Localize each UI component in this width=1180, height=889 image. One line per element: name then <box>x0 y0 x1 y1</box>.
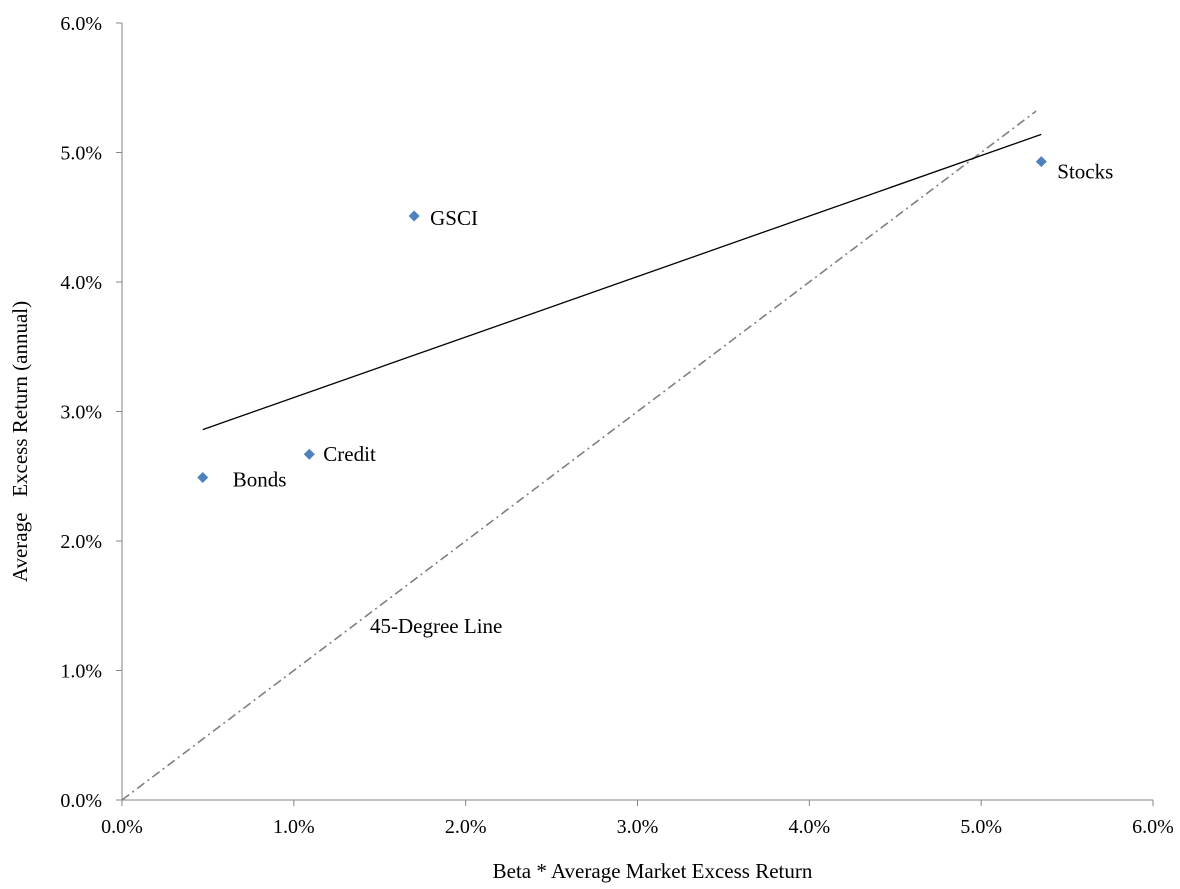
data-point-label: Stocks <box>1057 160 1113 184</box>
data-point-marker <box>303 448 315 460</box>
y-tick-label: 1.0% <box>60 661 102 683</box>
data-point-label: Credit <box>323 442 376 466</box>
x-tick-label: 6.0% <box>1132 816 1174 838</box>
x-tick-label: 0.0% <box>101 816 143 838</box>
data-point-label: Bonds <box>233 468 287 492</box>
y-tick-label: 4.0% <box>60 272 102 294</box>
chart-lines <box>121 110 1042 801</box>
x-tick-label: 5.0% <box>960 816 1002 838</box>
y-tick-label: 2.0% <box>60 531 102 553</box>
x-axis-ticks: 0.0% 1.0% 2.0% 3.0% 4.0% 5.0% 6.0% <box>101 800 1174 838</box>
y-tick-label: 6.0% <box>60 13 102 35</box>
y-axis-ticks: 0.0% 1.0% 2.0% 3.0% 4.0% 5.0% 6.0% <box>60 13 122 812</box>
data-point-label: GSCI <box>430 206 478 230</box>
regression-line <box>202 133 1042 431</box>
reference-line-label: 45-Degree Line <box>370 614 502 638</box>
data-points: Bonds Credit GSCI Stocks <box>197 156 1113 492</box>
data-point-marker <box>1035 156 1047 168</box>
y-tick-label: 0.0% <box>60 790 102 812</box>
x-tick-label: 2.0% <box>445 816 487 838</box>
x-axis-title: Beta * Average Market Excess Return <box>493 859 813 883</box>
y-axis-title: Average Excess Return (annual) <box>8 301 32 582</box>
reference-line <box>121 110 1037 801</box>
x-tick-label: 1.0% <box>273 816 315 838</box>
x-tick-label: 3.0% <box>617 816 659 838</box>
data-point-marker <box>197 472 209 484</box>
data-point-marker <box>408 210 420 222</box>
y-tick-label: 5.0% <box>60 143 102 165</box>
y-tick-label: 3.0% <box>60 402 102 424</box>
x-tick-label: 4.0% <box>788 816 830 838</box>
